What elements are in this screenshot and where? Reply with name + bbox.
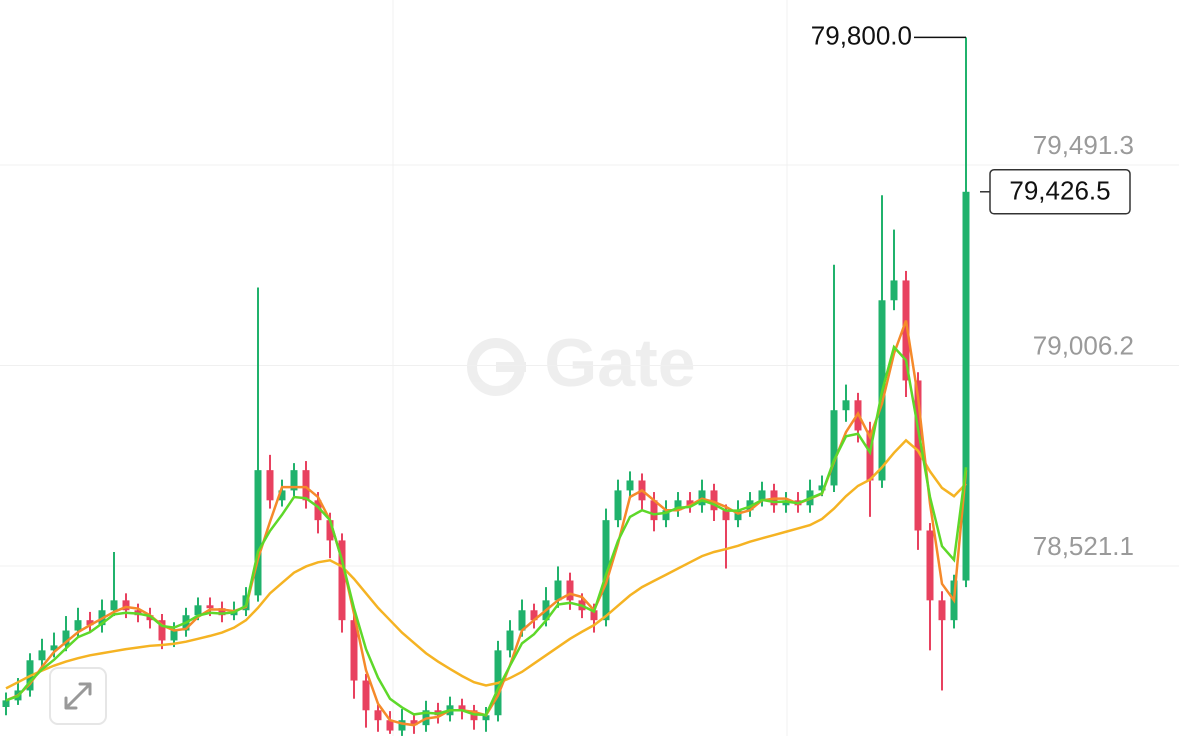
candle-body: [302, 470, 310, 501]
candle-body: [938, 600, 946, 621]
candle-body: [362, 680, 370, 711]
candle-body: [74, 620, 82, 631]
candle-body: [338, 540, 346, 621]
candle-body: [458, 705, 466, 711]
candle-body: [218, 608, 226, 616]
candle-body: [194, 605, 202, 616]
candle-body: [830, 410, 838, 486]
candle-body: [818, 485, 826, 491]
candle-body: [914, 380, 922, 531]
candle-body: [206, 605, 214, 609]
last-price-label: 79,426.5: [1009, 176, 1110, 206]
candle-body: [374, 710, 382, 721]
candle-body: [506, 630, 514, 651]
candle-body: [86, 620, 94, 626]
candle-body: [566, 580, 574, 601]
candle-body: [314, 500, 322, 521]
candle-body: [62, 630, 70, 646]
candle-body: [146, 615, 154, 621]
high-label: 79,800.0: [811, 20, 912, 50]
candle-body: [158, 620, 166, 641]
ma-line: [5, 320, 968, 727]
candle-body: [410, 720, 418, 726]
candle-body: [866, 430, 874, 481]
candle-body: [254, 470, 262, 596]
candle-body: [722, 510, 730, 521]
candle-body: [350, 620, 358, 681]
candle-body: [2, 700, 10, 707]
candle-body: [590, 610, 598, 621]
candle-body: [926, 530, 934, 601]
last-price-box: [989, 169, 1131, 215]
candle-body: [122, 600, 130, 611]
candle-body: [518, 610, 526, 631]
plot: 78,521.1 79,006.2 79,491.3 79,800.0 79,426.5: [0, 20, 1179, 736]
candle-body: [674, 500, 682, 511]
candle-body: [842, 400, 850, 411]
candle-body: [170, 630, 178, 641]
candle-body: [266, 470, 274, 501]
candle-body: [530, 610, 538, 621]
candle-body: [626, 480, 634, 491]
candle-body: [50, 645, 58, 651]
candle-body: [662, 510, 670, 521]
candle-body: [758, 490, 766, 501]
watermark-logo: [496, 362, 526, 372]
y-tick-label: 79,491.3: [1033, 130, 1134, 160]
watermark: Gate: [467, 325, 696, 401]
ma-line: [5, 344, 968, 717]
candle-body: [686, 500, 694, 506]
candle-body: [962, 191, 970, 581]
candle-body: [326, 520, 334, 541]
watermark-text: Gate: [544, 325, 695, 401]
candle-body: [386, 720, 394, 731]
expand-icon[interactable]: [64, 682, 92, 710]
candle-body: [710, 490, 718, 511]
candle-body: [278, 490, 286, 501]
candle-body: [602, 520, 610, 621]
candle-body: [482, 715, 490, 721]
candle-body: [614, 490, 622, 521]
candle-body: [890, 280, 898, 301]
candle-body: [38, 650, 46, 661]
candle-body: [290, 470, 298, 491]
candle-body: [650, 500, 658, 521]
candle-body: [554, 580, 562, 601]
candle-body: [902, 280, 910, 381]
candle-body: [110, 600, 118, 611]
expand-button[interactable]: [49, 667, 107, 725]
candle-body: [734, 510, 742, 521]
candle-body: [398, 720, 406, 731]
ma-line: [5, 438, 967, 690]
y-tick-label: 78,521.1: [1033, 531, 1134, 561]
y-tick-label: 79,006.2: [1033, 330, 1134, 360]
